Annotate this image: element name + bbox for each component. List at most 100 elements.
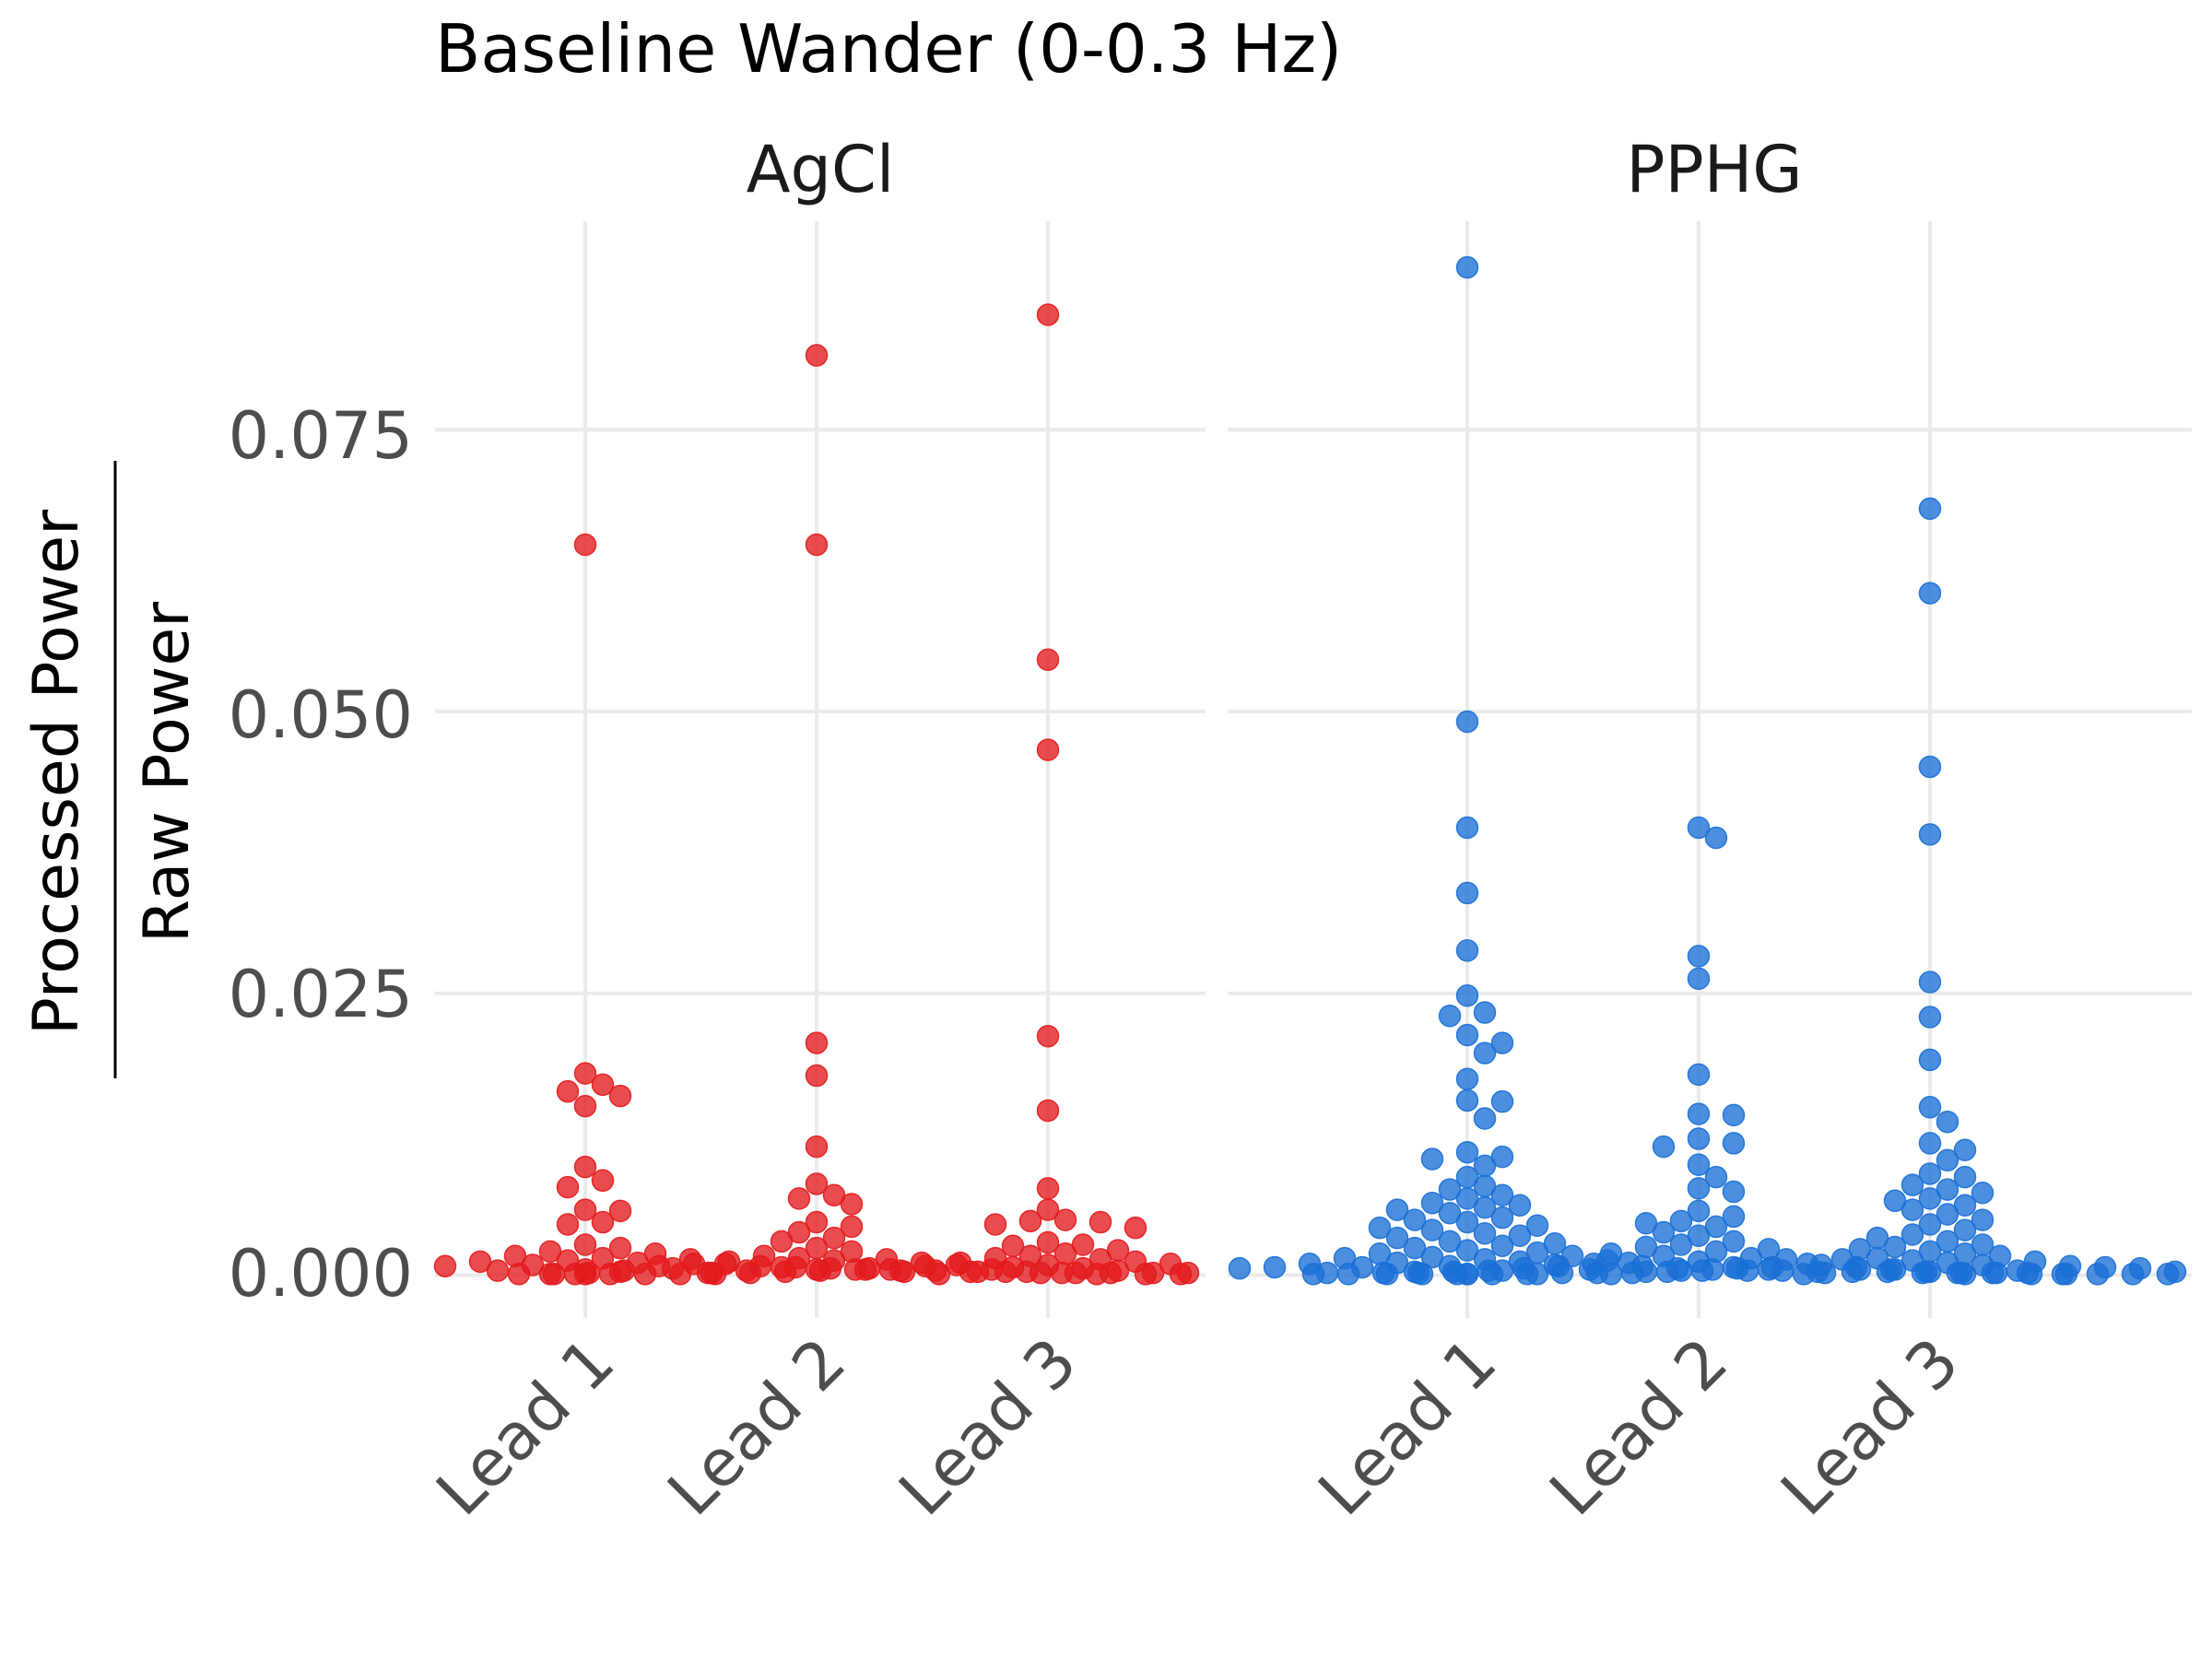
data-point <box>1036 1099 1060 1123</box>
data-point <box>1490 1234 1514 1257</box>
data-point <box>1385 1226 1409 1250</box>
data-point <box>2058 1254 2082 1277</box>
data-point <box>1918 1048 1942 1072</box>
data-point <box>787 1187 811 1210</box>
data-point <box>1704 1240 1728 1264</box>
data-point <box>1687 1153 1711 1176</box>
data-point <box>1368 1216 1392 1240</box>
data-point <box>1336 1263 1360 1286</box>
data-point <box>2163 1260 2187 1284</box>
data-point <box>787 1246 811 1270</box>
y-axis-title: Processed Power Raw Power <box>20 461 204 1078</box>
data-point <box>1473 1041 1497 1065</box>
data-point <box>1722 1132 1746 1155</box>
data-point <box>1918 1006 1942 1029</box>
data-point <box>1088 1248 1112 1271</box>
data-point <box>1722 1230 1746 1253</box>
data-point <box>805 344 829 367</box>
data-point <box>556 1175 580 1199</box>
panel-strip-label-pphg: PPHG <box>1626 132 1802 207</box>
y-axis-title-denominator: Raw Power <box>131 602 204 943</box>
x-tick-label: Lead 2 <box>653 1324 860 1530</box>
data-point <box>1490 1206 1514 1230</box>
data-point <box>1704 1215 1728 1239</box>
data-point <box>1490 1089 1514 1113</box>
data-point <box>1900 1223 1924 1246</box>
data-point <box>1953 1165 1977 1189</box>
data-point <box>1036 1253 1060 1277</box>
y-tick-label: 0.075 <box>229 398 413 474</box>
data-point <box>2128 1256 2152 1280</box>
data-point <box>542 1263 566 1286</box>
data-point <box>1953 1263 1977 1286</box>
data-point <box>433 1254 457 1277</box>
data-point <box>1508 1224 1532 1247</box>
data-point <box>1918 1260 1942 1284</box>
data-point <box>556 1213 580 1236</box>
data-point <box>1634 1235 1658 1259</box>
data-point <box>843 1258 867 1281</box>
data-point <box>1687 1127 1711 1150</box>
data-point <box>1106 1259 1130 1282</box>
data-point <box>1490 1145 1514 1169</box>
data-point <box>1652 1220 1676 1244</box>
data-point <box>1473 1001 1497 1024</box>
data-point <box>948 1251 972 1275</box>
data-point <box>1900 1173 1924 1196</box>
data-point <box>1971 1253 1994 1277</box>
data-point <box>1687 1102 1711 1125</box>
data-point <box>1176 1261 1200 1285</box>
data-point <box>1036 1177 1060 1200</box>
data-point <box>1918 582 1942 605</box>
data-point <box>1722 1205 1746 1229</box>
data-point <box>1883 1258 1907 1281</box>
data-point <box>1420 1245 1444 1269</box>
data-point <box>2006 1259 2030 1282</box>
data-point <box>1438 1230 1462 1253</box>
data-point <box>2093 1255 2117 1279</box>
data-point <box>556 1079 580 1103</box>
data-point <box>538 1240 562 1264</box>
data-point <box>1687 816 1711 840</box>
data-point <box>486 1259 510 1282</box>
data-point <box>1455 1088 1479 1112</box>
data-point <box>1480 1263 1504 1286</box>
data-point <box>1687 1224 1711 1247</box>
data-point <box>2023 1250 2047 1274</box>
data-point <box>1420 1218 1444 1241</box>
data-point <box>1455 881 1479 905</box>
data-point <box>1455 1239 1479 1262</box>
data-point <box>573 1155 597 1179</box>
data-point <box>1455 710 1479 734</box>
data-point <box>738 1261 762 1285</box>
y-axis-title-numerator: Processed Power <box>20 510 93 1035</box>
data-point <box>1455 255 1479 279</box>
data-point <box>840 1193 864 1216</box>
data-point <box>1455 1023 1479 1047</box>
data-point <box>1473 1195 1497 1219</box>
data-point <box>1634 1212 1658 1235</box>
data-point <box>1971 1181 1994 1205</box>
data-point <box>1159 1253 1182 1276</box>
data-point <box>1936 1203 1959 1226</box>
data-point <box>805 533 829 557</box>
data-point <box>1420 1192 1444 1215</box>
data-point <box>1988 1244 2012 1267</box>
data-point <box>1018 1209 1042 1233</box>
gridlines <box>1228 221 2192 1318</box>
data-point <box>1228 1256 1252 1280</box>
data-point <box>1953 1138 1977 1162</box>
panel-strip-label-agcl: AgCl <box>747 132 895 207</box>
data-point <box>1301 1263 1325 1286</box>
data-point <box>1655 1260 1679 1284</box>
data-points <box>1228 255 2187 1286</box>
data-point <box>1445 1263 1469 1286</box>
data-point <box>573 1062 597 1085</box>
data-point <box>1918 497 1942 521</box>
data-point <box>1438 1202 1462 1225</box>
data-point <box>1088 1210 1112 1234</box>
data-point <box>1473 1107 1497 1130</box>
data-point <box>1900 1198 1924 1221</box>
data-point <box>1455 1187 1479 1210</box>
